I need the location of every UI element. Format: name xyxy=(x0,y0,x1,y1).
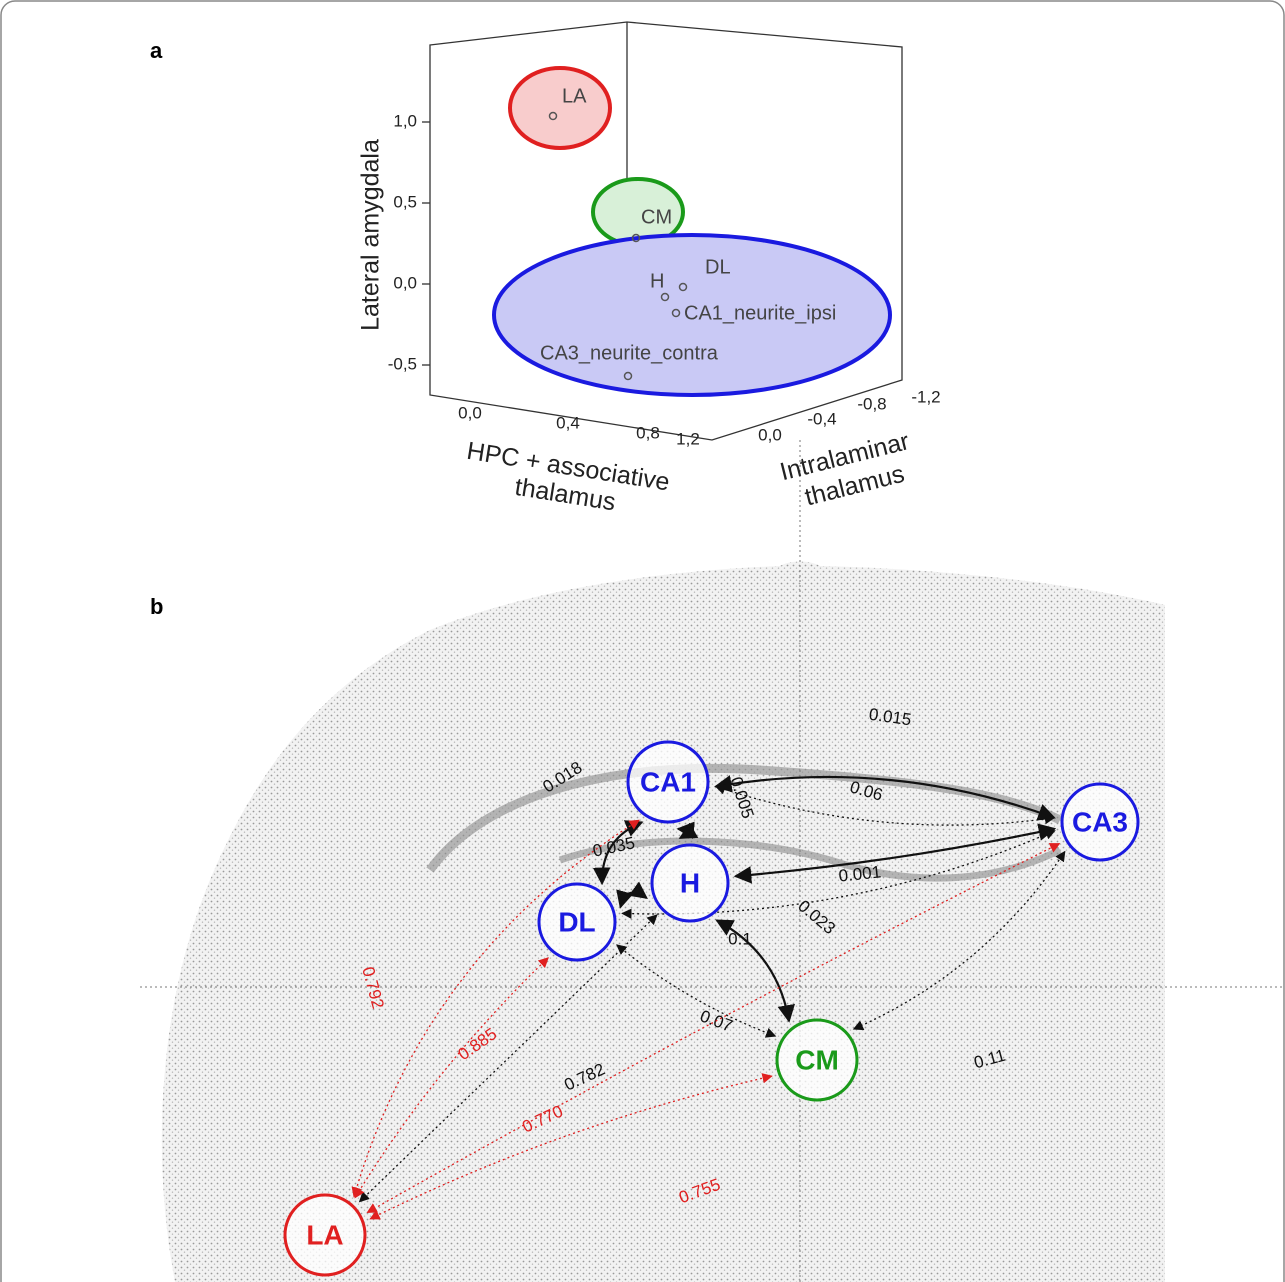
node-label: CM xyxy=(795,1044,839,1075)
z-tick-label: -1,2 xyxy=(911,387,940,406)
panel-label: a xyxy=(150,38,163,63)
node-label: CA1 xyxy=(640,766,696,797)
x-tick-label: 0,8 xyxy=(636,423,660,442)
y-tick-label: 1,0 xyxy=(393,111,417,130)
point-label: CA1_neurite_ipsi xyxy=(684,302,836,324)
edge-label: 0.1 xyxy=(728,929,752,948)
page: {"panel_a":{"label":"a","y_axis_label":"… xyxy=(0,0,1285,1282)
figure: a b Lateral amygdala HPC + associative t… xyxy=(0,0,1285,1282)
x-tick-label: 0,4 xyxy=(556,413,580,432)
cluster-ellipse xyxy=(510,68,610,148)
z-tick-label: 0,0 xyxy=(758,425,782,444)
panel-label: b xyxy=(150,594,163,619)
y-axis-label: Lateral amygdala xyxy=(357,139,385,331)
x-tick-label: 0,0 xyxy=(458,403,482,422)
y-tick-label: -0,5 xyxy=(388,354,417,373)
node-label: LA xyxy=(306,1219,343,1250)
z-tick-label: -0,8 xyxy=(857,394,886,413)
node-label: DL xyxy=(558,906,595,937)
point-label: LA xyxy=(562,85,587,107)
point-label: CA3_neurite_contra xyxy=(540,342,719,364)
point-label: DL xyxy=(705,256,731,278)
z-tick-label: -0,4 xyxy=(807,409,836,428)
node-label: CA3 xyxy=(1072,806,1128,837)
y-tick-label: 0,0 xyxy=(393,273,417,292)
point-label: H xyxy=(650,270,664,292)
x-tick-label: 1,2 xyxy=(676,429,700,448)
node-label: H xyxy=(680,867,700,898)
y-tick-label: 0,5 xyxy=(393,192,417,211)
point-label: CM xyxy=(641,206,672,228)
brain-section xyxy=(162,562,1165,1282)
